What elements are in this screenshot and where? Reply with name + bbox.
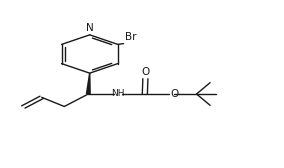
Text: Br: Br xyxy=(125,32,136,42)
Text: NH: NH xyxy=(111,90,125,98)
Polygon shape xyxy=(86,73,91,94)
Text: O: O xyxy=(170,89,178,99)
Text: N: N xyxy=(86,23,94,33)
Text: O: O xyxy=(141,67,149,77)
